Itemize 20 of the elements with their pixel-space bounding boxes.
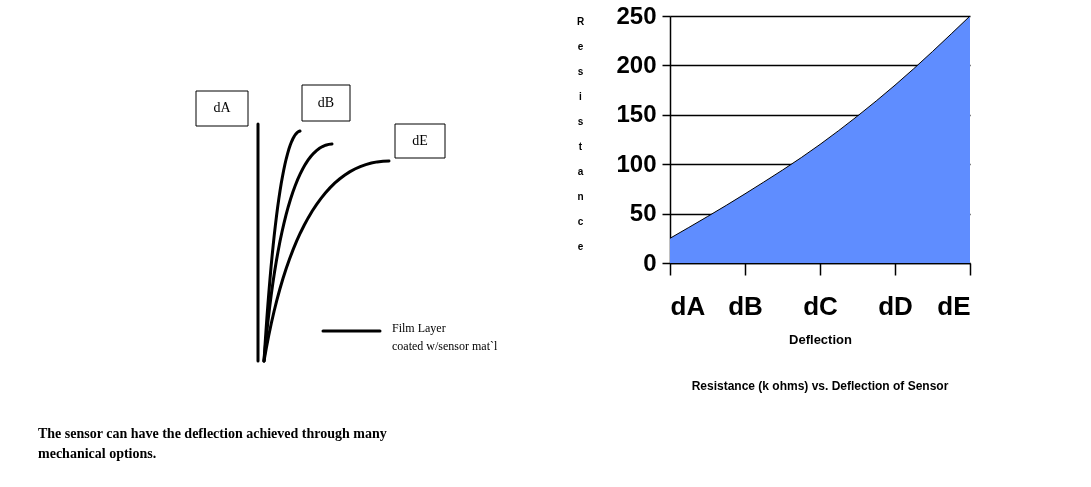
x-tick-label: dC (803, 290, 839, 321)
x-tick-label: dD (878, 290, 913, 321)
x-axis-title: Deflection (789, 331, 852, 347)
text: Resistance (k ohms) vs. Deflection of Sensor (691, 379, 949, 393)
text: dA (213, 100, 232, 115)
text: The sensor can have the deflection achieved through many mechanical options. (38, 426, 387, 461)
text: dB (317, 95, 335, 110)
y-tick-label: 150 (616, 100, 657, 128)
y-tick-label: 200 (616, 50, 657, 78)
x-tick-label: dE (937, 290, 971, 321)
text: Film Layer (392, 321, 446, 335)
text: dE (412, 133, 428, 148)
text: Resistance (576, 15, 585, 252)
text: coated w/sensor mat`l (392, 339, 498, 353)
y-tick-label: 0 (643, 248, 657, 276)
y-tick-label: 250 (616, 1, 657, 29)
y-tick-label: 50 (629, 199, 657, 227)
x-tick-label: dB (728, 290, 763, 321)
y-tick-label: 100 (616, 149, 657, 177)
x-tick-label: dA (670, 290, 706, 321)
